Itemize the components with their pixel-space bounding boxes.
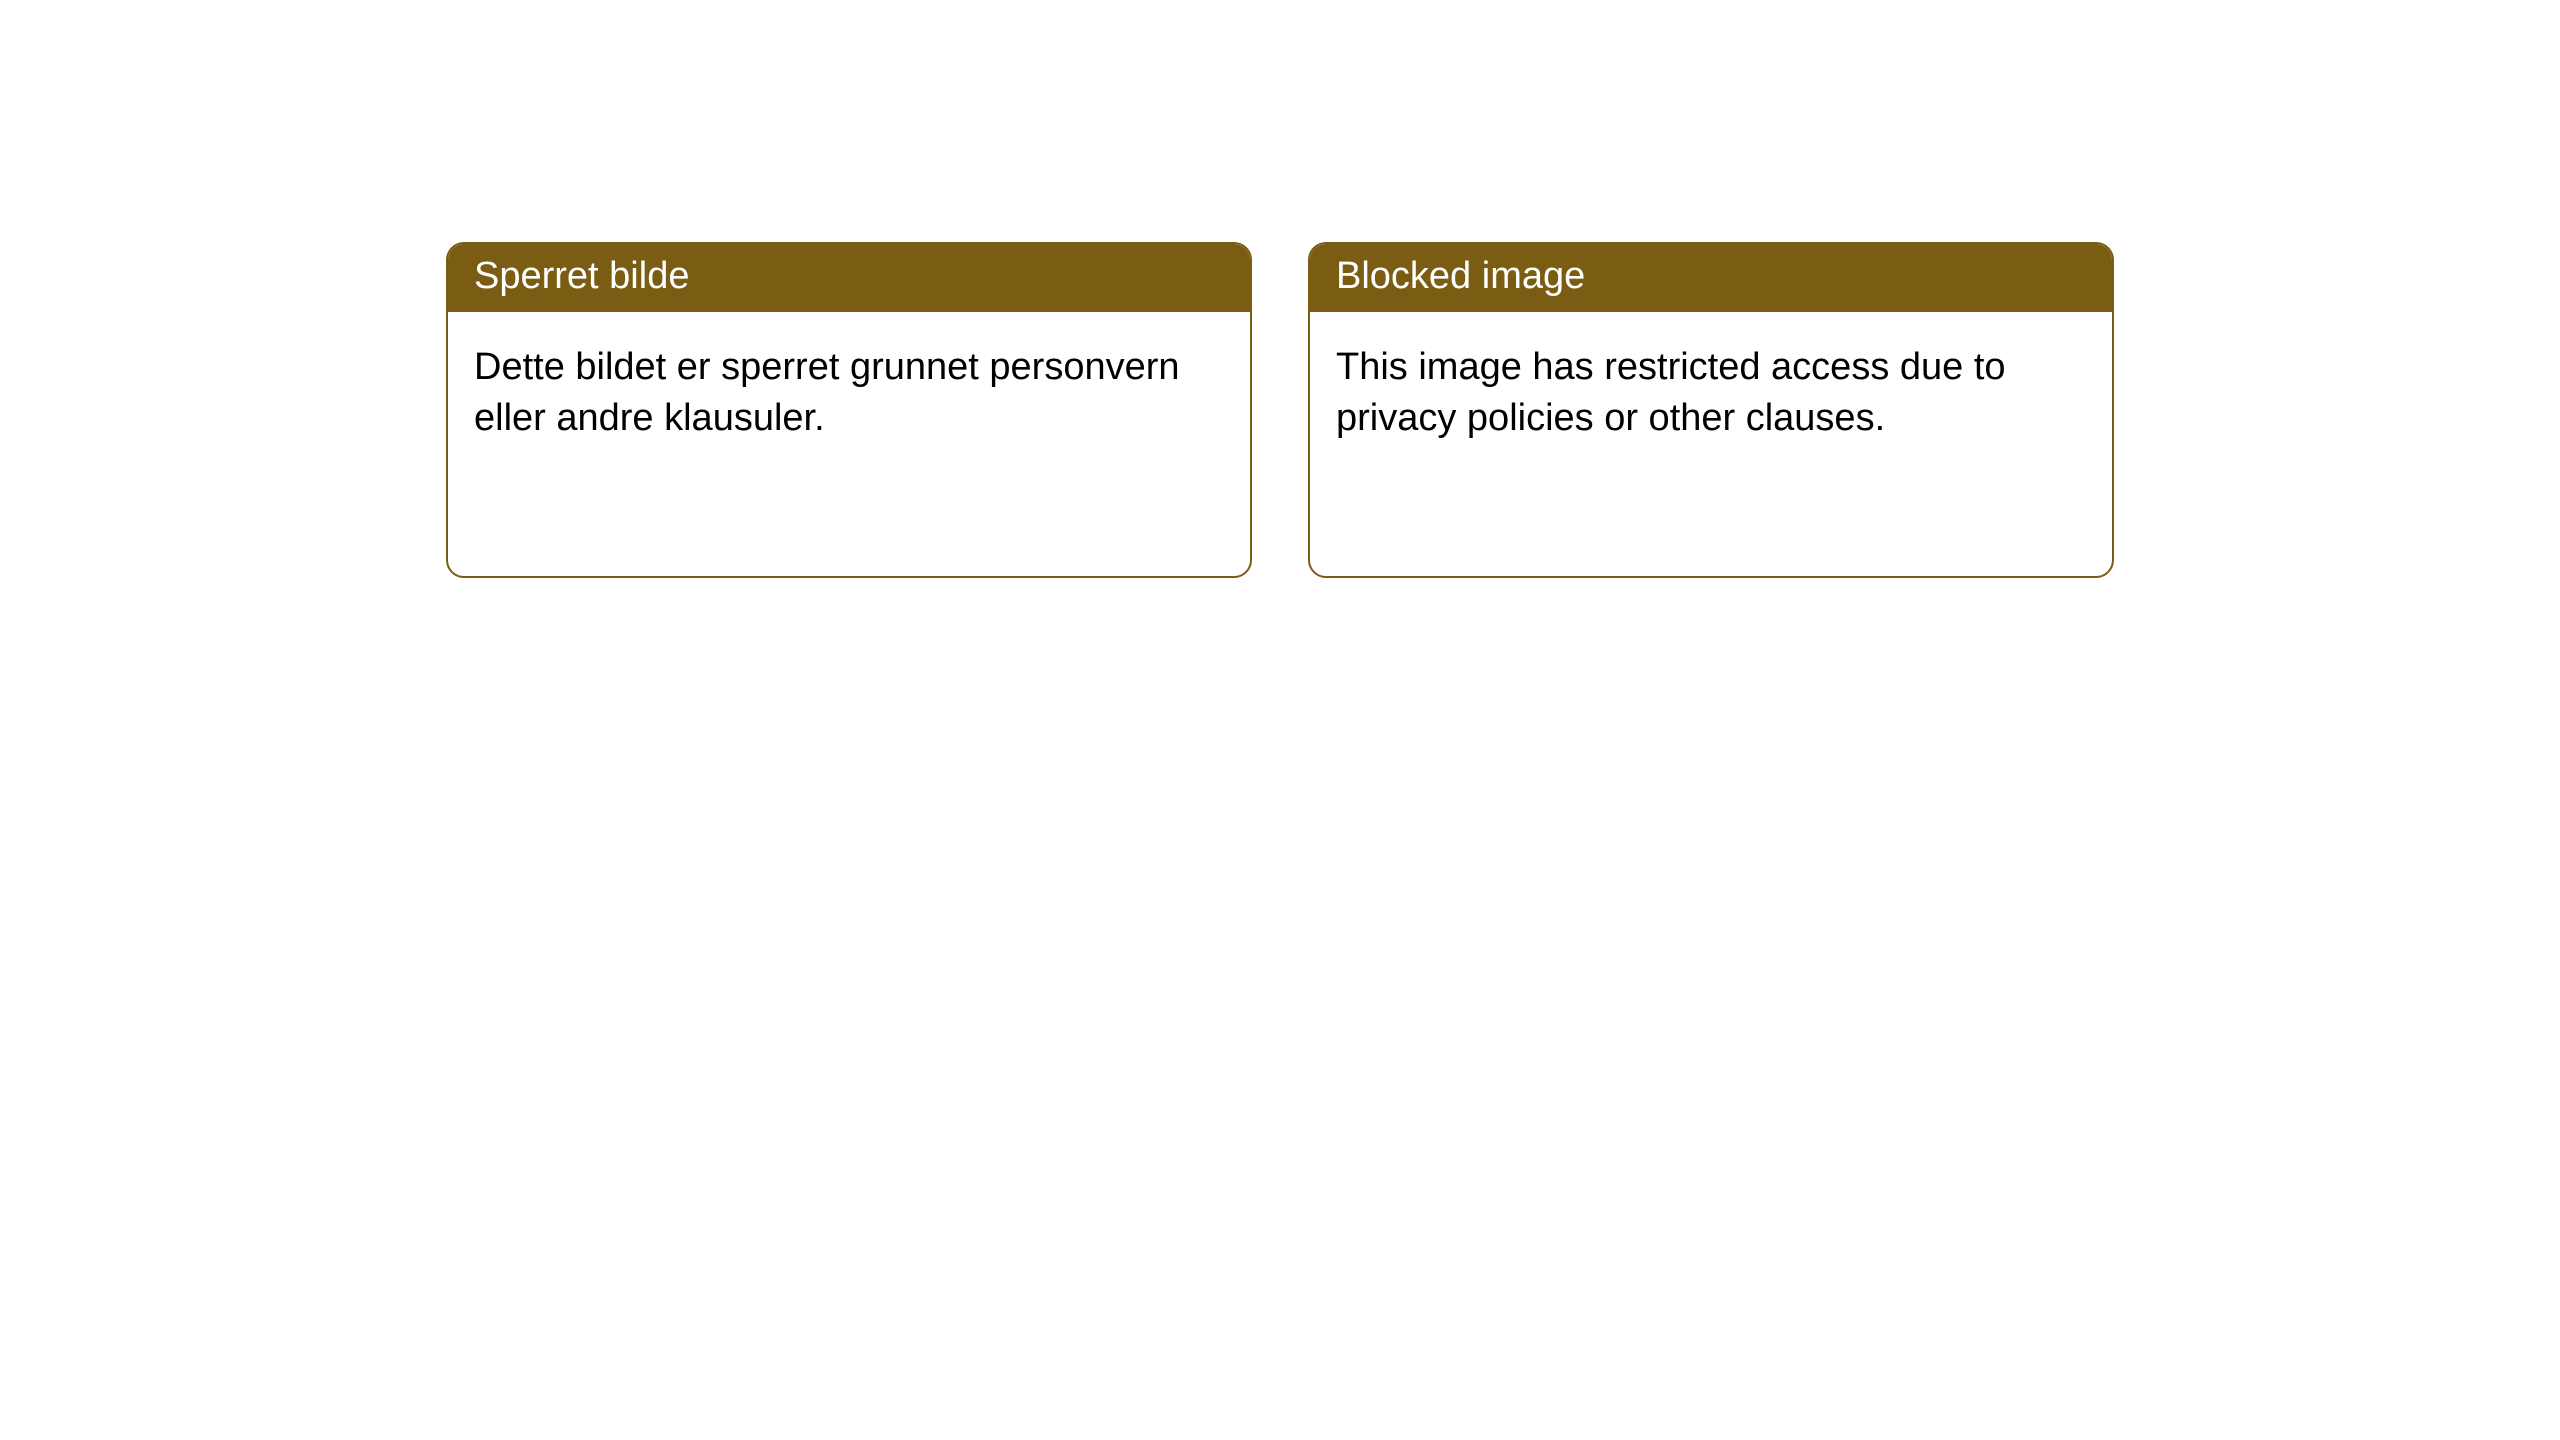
blocked-image-card-english: Blocked image This image has restricted … [1308, 242, 2114, 578]
blocked-image-card-norwegian: Sperret bilde Dette bildet er sperret gr… [446, 242, 1252, 578]
card-title: Blocked image [1310, 244, 2112, 312]
cards-container: Sperret bilde Dette bildet er sperret gr… [0, 0, 2560, 578]
card-body-text: Dette bildet er sperret grunnet personve… [448, 312, 1250, 475]
card-title: Sperret bilde [448, 244, 1250, 312]
card-body-text: This image has restricted access due to … [1310, 312, 2112, 475]
